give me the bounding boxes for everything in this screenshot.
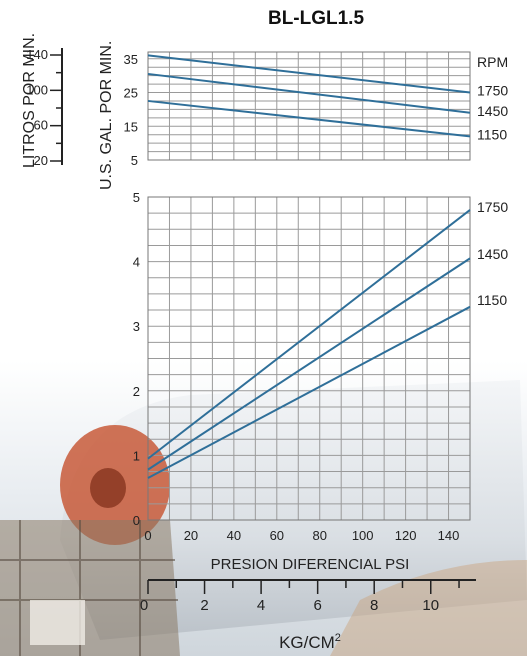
secondary-x-axis-unit-superscript: 2 bbox=[335, 632, 341, 644]
secondary-x-axis-unit: KG/CM bbox=[279, 633, 335, 652]
secondary-y-tick-label: 20 bbox=[34, 153, 48, 168]
y-tick-label: 0 bbox=[133, 513, 140, 528]
flow-series-label: 1450 bbox=[477, 103, 508, 119]
y-tick-label: 4 bbox=[133, 255, 140, 270]
secondary-x-axis-title: KG/CM2 bbox=[279, 632, 341, 652]
power-series-label: 1150 bbox=[477, 292, 507, 308]
y-tick-label: 25 bbox=[124, 86, 138, 101]
secondary-x-tick-label: 4 bbox=[257, 597, 265, 614]
flow-series-1150 bbox=[147, 99, 471, 138]
power-series-label: 1450 bbox=[477, 246, 508, 262]
flow-series-label: 1750 bbox=[477, 83, 508, 99]
x-tick-label: 20 bbox=[184, 528, 198, 543]
secondary-y-tick-label: 100 bbox=[26, 82, 48, 97]
secondary-y-tick-label: 60 bbox=[34, 118, 48, 133]
secondary-x-tick-label: 6 bbox=[313, 597, 321, 614]
y-tick-label: 2 bbox=[133, 384, 140, 399]
x-tick-label: 80 bbox=[312, 528, 326, 543]
x-axis-title: PRESION DIFERENCIAL PSI bbox=[211, 556, 410, 573]
secondary-x-tick-label: 10 bbox=[422, 597, 439, 614]
power-plot-frame bbox=[147, 196, 471, 521]
secondary-y-tick-label: 140 bbox=[26, 47, 48, 62]
secondary-x-tick-label: 2 bbox=[200, 597, 208, 614]
x-tick-label: 140 bbox=[438, 528, 460, 543]
x-tick-label: 40 bbox=[227, 528, 241, 543]
secondary-x-tick-label: 0 bbox=[140, 597, 148, 614]
y-tick-label: 35 bbox=[124, 52, 138, 67]
power-series-1750 bbox=[147, 209, 471, 460]
y-tick-label: 1 bbox=[133, 448, 140, 463]
power-panel: 0 1 2 3 4 5 0 20 40 60 80 100 120 140 1750 1450 1150 0 2 4 6… bbox=[133, 190, 509, 614]
y-axis-title: U.S. GAL. POR MIN. bbox=[98, 41, 115, 190]
y-tick-label: 3 bbox=[133, 319, 140, 334]
flow-series-label: 1150 bbox=[477, 126, 507, 142]
flow-series-1750 bbox=[147, 54, 471, 94]
y-tick-label: 5 bbox=[131, 153, 138, 168]
x-tick-label: 100 bbox=[352, 528, 374, 543]
power-series-1450 bbox=[147, 257, 471, 471]
secondary-x-tick-label: 8 bbox=[370, 597, 378, 614]
x-tick-label: 120 bbox=[395, 528, 417, 543]
power-series-label: 1750 bbox=[477, 199, 508, 215]
flow-series-1450 bbox=[147, 72, 471, 114]
flow-rate-panel: 5 15 25 35 20 60 100 140 1750 1450 1150 bbox=[26, 47, 508, 168]
x-tick-label: 60 bbox=[270, 528, 284, 543]
secondary-y-axis-title: LITROS POR MIN. bbox=[21, 33, 38, 168]
axis-labels: LITROS POR MIN. U.S. GAL. POR MIN. RPM P… bbox=[21, 33, 508, 652]
y-tick-label: 15 bbox=[124, 119, 138, 134]
chart-title: BL-LGL1.5 bbox=[268, 8, 364, 29]
flow-plot-frame bbox=[147, 51, 471, 161]
power-series-1150 bbox=[147, 305, 471, 479]
x-tick-label: 0 bbox=[144, 528, 151, 543]
y-tick-label: 5 bbox=[133, 190, 140, 205]
legend-title: RPM bbox=[477, 54, 508, 70]
